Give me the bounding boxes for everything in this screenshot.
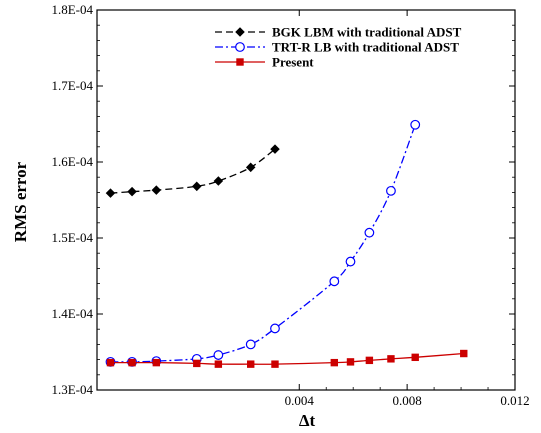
legend-entry-1: BGK LBM with traditional ADST (215, 25, 462, 40)
y-axis: 1.3E-04 1.4E-04 1.5E-04 1.6E-04 1.7E-04 1.8E-… (51, 2, 515, 397)
data-point-square (271, 360, 279, 368)
data-point-square (214, 360, 223, 368)
data-point-square (128, 358, 136, 367)
data-point-diamond (235, 27, 245, 37)
data-point-diamond (270, 144, 280, 154)
plot-frame (96, 9, 516, 391)
data-point-square (236, 58, 244, 66)
data-point-circle (386, 185, 396, 196)
data-point-circle (410, 119, 421, 130)
data-point-square (460, 349, 468, 358)
data-point-square (106, 358, 115, 367)
x-tick-label: 0.012 (500, 393, 529, 408)
data-point-diamond (127, 186, 137, 197)
x-tick-label: 0.008 (393, 393, 422, 408)
data-point-circle (270, 323, 280, 334)
x-tick-label: 0.004 (285, 393, 315, 408)
data-point-circle (329, 276, 340, 287)
data-point-diamond (213, 176, 224, 186)
series-line (110, 124, 416, 363)
x-axis-title: Δt (299, 411, 316, 430)
data-point-circle (364, 227, 375, 238)
data-point-square (387, 355, 395, 363)
data-point-diamond (105, 188, 116, 198)
legend-label: TRT-R LB with traditional ADST (272, 40, 459, 55)
legend-label: Present (272, 55, 314, 70)
series-2 (105, 119, 421, 367)
data-point-diamond (245, 162, 256, 173)
y-tick-label: 1.6E-04 (51, 154, 93, 169)
data-point-square (330, 358, 339, 367)
plot-border (96, 9, 516, 391)
data-point-circle (235, 42, 245, 52)
data-point-square (411, 353, 419, 362)
data-point-circle (213, 350, 224, 360)
series-line (110, 352, 464, 365)
y-tick-label: 1.3E-04 (51, 382, 93, 397)
y-tick-label: 1.4E-04 (51, 306, 93, 321)
series-layer (105, 119, 468, 368)
data-point-square (247, 360, 255, 368)
data-point-square (346, 358, 355, 366)
data-point-diamond (192, 181, 202, 192)
data-point-circle (345, 256, 356, 267)
data-point-circle (245, 339, 256, 350)
data-point-diamond (151, 185, 162, 195)
y-tick-label: 1.7E-04 (51, 78, 93, 93)
legend-entry-3: Present (215, 55, 314, 70)
data-point-square (365, 356, 374, 365)
y-tick-label: 1.8E-04 (51, 2, 93, 17)
data-point-square (152, 358, 161, 367)
series-3 (106, 349, 468, 368)
y-tick-label: 1.5E-04 (51, 230, 93, 245)
x-axis: 0.004 0.008 0.012 (285, 10, 530, 408)
data-point-square (193, 359, 201, 368)
y-axis-title: RMS error (11, 161, 30, 242)
series-1 (105, 144, 280, 198)
legend-entry-2: TRT-R LB with traditional ADST (215, 40, 459, 55)
legend-label: BGK LBM with traditional ADST (272, 25, 462, 40)
